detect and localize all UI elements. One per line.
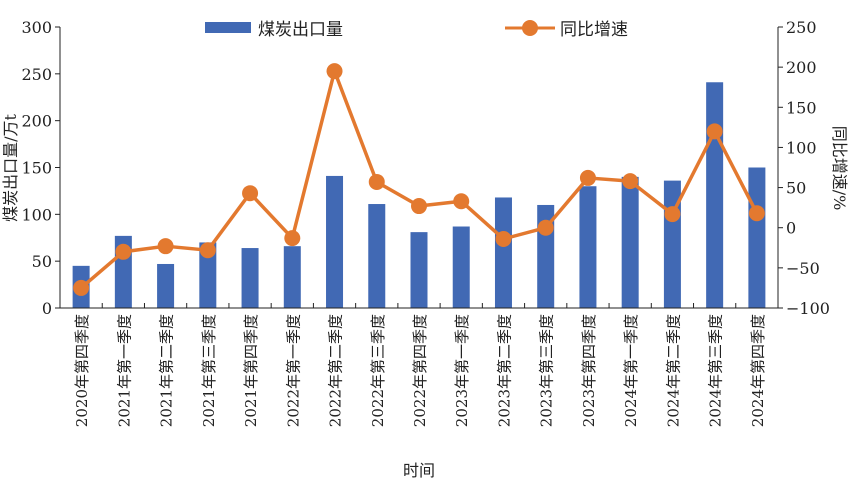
legend-label-bar: 煤炭出口量 <box>258 20 343 40</box>
bar <box>579 186 597 308</box>
x-tick-label: 2021年第二季度 <box>158 314 176 427</box>
bar <box>621 176 639 308</box>
line-point <box>411 198 427 215</box>
x-tick-label: 2023年第一季度 <box>453 314 471 427</box>
bar <box>157 263 175 308</box>
x-tick-label: 2024年第一季度 <box>622 314 640 427</box>
x-tick-label: 2022年第四季度 <box>411 314 429 427</box>
y-tick-label: 150 <box>21 159 52 178</box>
growth-line <box>73 63 765 296</box>
x-tick-label: 2023年第四季度 <box>580 314 598 427</box>
line-point <box>115 243 132 260</box>
bar <box>494 197 512 308</box>
x-tick-label: 2020年第四季度 <box>73 314 91 427</box>
line-point <box>495 230 512 247</box>
line-point <box>242 185 259 202</box>
y-tick-label: 100 <box>21 205 52 224</box>
y2-tick-label: 50 <box>786 179 806 198</box>
line-point <box>157 238 174 255</box>
y2-tick-label: 200 <box>786 58 817 77</box>
y-tick-label: 250 <box>21 65 52 84</box>
y-tick-label: 300 <box>21 18 52 37</box>
bar <box>706 82 724 308</box>
bar <box>748 167 766 308</box>
y-tick-label: 200 <box>21 112 52 131</box>
y2-tick-label: 100 <box>786 138 817 157</box>
x-tick-label: 2022年第三季度 <box>369 314 387 427</box>
y2-axis-label: 同比增速/% <box>830 126 849 211</box>
line-point <box>453 193 470 210</box>
legend-label-line: 同比增速 <box>560 20 628 40</box>
line-point <box>537 219 554 236</box>
y2-tick-label: 250 <box>786 18 817 37</box>
legend-swatch-bar <box>205 22 251 33</box>
x-tick-label: 2021年第一季度 <box>115 314 133 427</box>
y2-tick-label: 0 <box>786 219 796 238</box>
y2-tick-label: −100 <box>786 299 830 318</box>
line-point <box>326 63 343 80</box>
y2-tick-label: 150 <box>786 98 817 117</box>
bar <box>410 232 428 308</box>
x-tick-label: 2023年第三季度 <box>538 314 556 427</box>
bar <box>283 246 301 308</box>
x-tick-label: 2023年第二季度 <box>495 314 513 427</box>
line-point <box>706 123 723 140</box>
bar <box>199 242 217 308</box>
bars <box>72 82 766 308</box>
x-tick-label: 2024年第三季度 <box>707 314 725 427</box>
x-tick-label: 2021年第四季度 <box>242 314 260 427</box>
y-tick-label: 0 <box>42 299 52 318</box>
line-point <box>73 279 90 296</box>
legend-marker <box>522 20 538 36</box>
x-tick-label: 2024年第二季度 <box>664 314 682 427</box>
y-tick-label: 50 <box>32 252 52 271</box>
legend: 煤炭出口量 同比增速 <box>205 20 628 40</box>
line-point <box>622 173 639 190</box>
bar <box>241 248 259 308</box>
line-point <box>664 206 681 223</box>
x-axis-label: 时间 <box>403 461 435 480</box>
bar <box>368 204 386 308</box>
axes: 0 50 100 150 200 250 300 −100 −50 0 50 100 150 200 250… <box>21 18 830 427</box>
x-tick-label: 2022年第二季度 <box>327 314 345 427</box>
y-axis-label: 煤炭出口量/万t <box>1 114 20 222</box>
bar <box>326 175 344 308</box>
y2-tick-label: −50 <box>786 259 820 278</box>
line-point <box>199 242 216 259</box>
x-tick-label: 2021年第三季度 <box>200 314 218 427</box>
bar <box>452 226 470 308</box>
line-point <box>579 169 596 186</box>
line-point <box>284 230 301 247</box>
x-tick-label: 2022年第一季度 <box>284 314 302 427</box>
line-point <box>368 173 385 190</box>
x-tick-label: 2024年第四季度 <box>749 314 767 427</box>
line-point <box>748 205 765 222</box>
